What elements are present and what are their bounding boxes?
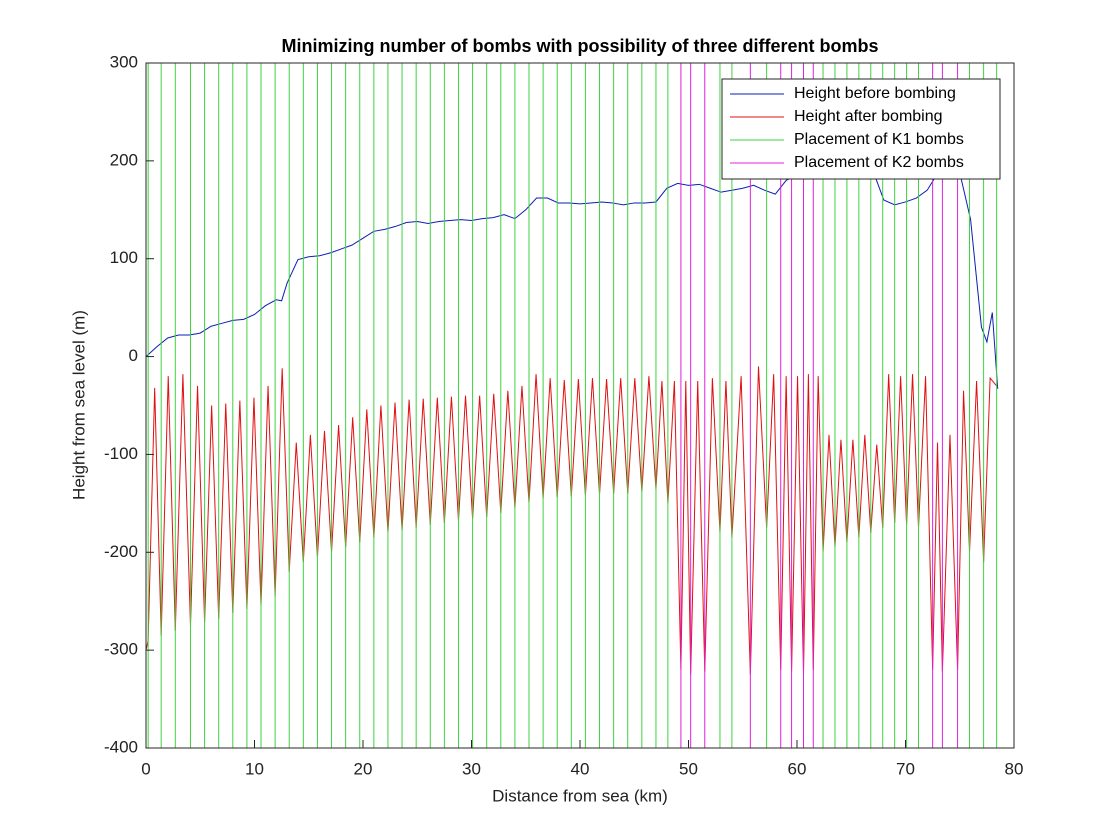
y-tick-label: -300 <box>104 640 138 659</box>
x-tick-label: 30 <box>462 759 481 778</box>
x-tick-label: 10 <box>245 759 264 778</box>
plot-area <box>145 63 999 748</box>
x-tick-label: 80 <box>1005 759 1024 778</box>
legend-label: Height before bombing <box>794 85 956 102</box>
x-tick-label: 70 <box>896 759 915 778</box>
y-tick-label: 200 <box>110 150 138 169</box>
x-tick-label: 50 <box>679 759 698 778</box>
legend-label: Placement of K2 bombs <box>794 154 964 171</box>
legend: Height before bombing Height after bombin… <box>721 78 1001 180</box>
legend-box <box>721 78 1001 180</box>
x-tick-label: 40 <box>571 759 590 778</box>
y-tick-label: 100 <box>110 248 138 267</box>
x-axis-label: Distance from sea (km) <box>492 786 668 805</box>
x-tick-label: 0 <box>141 759 150 778</box>
y-tick-label: 0 <box>129 346 138 365</box>
chart-title: Minimizing number of bombs with possibil… <box>281 36 878 56</box>
legend-label: Placement of K1 bombs <box>794 131 964 148</box>
x-tick-label: 60 <box>788 759 807 778</box>
y-tick-label: -400 <box>104 737 138 756</box>
x-tick-label: 20 <box>354 759 373 778</box>
y-tick-label: -200 <box>104 542 138 561</box>
y-tick-label: 300 <box>110 52 138 71</box>
y-tick-label: -100 <box>104 444 138 463</box>
series-line <box>145 366 998 675</box>
legend-label: Height after bombing <box>794 108 943 125</box>
y-axis-label: Height from sea level (m) <box>69 310 88 500</box>
